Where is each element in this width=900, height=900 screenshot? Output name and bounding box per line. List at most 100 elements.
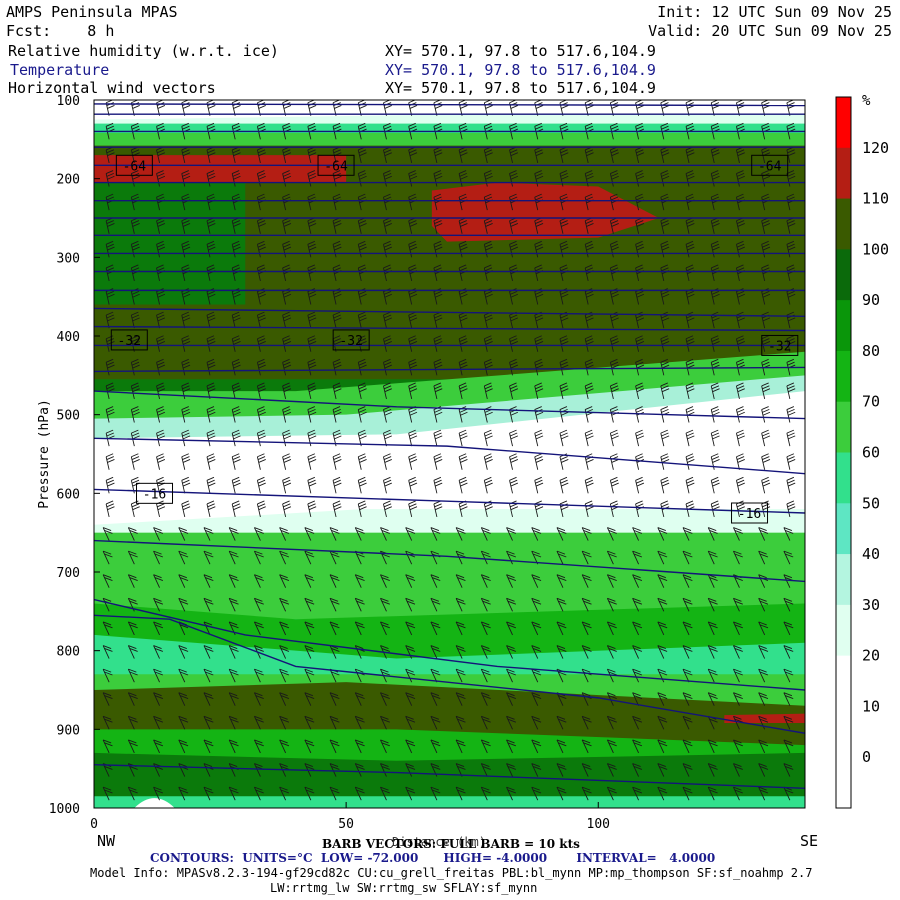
wind-barb [685, 382, 695, 400]
wind-barb [531, 574, 542, 588]
wind-barb [783, 550, 794, 565]
wind-barb [682, 574, 693, 588]
wind-barb [581, 550, 592, 565]
wind-barb [584, 122, 594, 140]
wind-barb [786, 500, 796, 518]
wind-barb [181, 382, 191, 400]
wind-barb [609, 382, 619, 400]
wind-barb [534, 170, 544, 187]
wind-barb [707, 597, 718, 612]
se-label: SE [800, 832, 819, 850]
wind-barb [105, 240, 115, 258]
rh-region [94, 752, 805, 801]
wind-barb [506, 645, 517, 659]
wind-barb [383, 382, 392, 400]
wind-barb [556, 527, 567, 541]
wind-barb [307, 429, 317, 447]
wind-barb [304, 668, 315, 683]
wind-barb [256, 311, 266, 329]
wind-barb [506, 715, 517, 730]
wind-barb [357, 406, 367, 423]
contour-label-box [136, 482, 174, 504]
wind-barb [657, 550, 668, 565]
wind-barb [304, 574, 315, 588]
wind-barb [433, 170, 443, 187]
wind-barb [710, 240, 720, 258]
wind-barb [685, 429, 695, 447]
y-tick-label: 200 [57, 173, 80, 188]
wind-barb [156, 406, 166, 423]
wind-barb [606, 621, 617, 636]
wind-barb [357, 170, 367, 187]
wind-barb [153, 597, 164, 612]
wind-barb [332, 406, 342, 423]
wind-barb [657, 715, 668, 730]
wind-barb [105, 406, 115, 423]
wind-barb [433, 429, 443, 447]
wind-barb [480, 763, 491, 777]
contour-label: -32 [339, 334, 362, 349]
wind-barb [203, 692, 214, 706]
wind-barb [632, 527, 643, 541]
wind-barb [761, 429, 771, 447]
wind-barb [509, 170, 519, 187]
wind-barb [256, 429, 266, 447]
wind-barb [534, 429, 544, 447]
wind-barb [153, 692, 164, 706]
wind-barb [228, 597, 239, 612]
wind-barb [408, 453, 418, 470]
colorbar-tick-label: 0 [862, 748, 871, 766]
colorbar-segment [836, 757, 851, 809]
rh-region [94, 682, 805, 746]
wind-barb [307, 358, 317, 376]
wind-barb [559, 429, 569, 447]
wind-barb [506, 692, 517, 706]
y-tick-label: 300 [57, 251, 80, 266]
wind-barb [256, 146, 266, 164]
wind-barb [203, 739, 214, 754]
wind-barb [256, 240, 266, 258]
wind-barb [480, 692, 491, 706]
wind-barb [354, 692, 365, 706]
wind-barb [329, 621, 340, 636]
rh-region [94, 603, 805, 659]
wind-barb [556, 597, 567, 612]
wind-barb [178, 692, 189, 706]
wind-barb [584, 382, 594, 400]
valid-time: Valid: 20 UTC Sun 09 Nov 25 [648, 22, 892, 40]
wind-barb [509, 382, 519, 400]
wind-barb [206, 476, 216, 494]
wind-barb [357, 453, 367, 470]
x-tick-label: 0 [90, 817, 98, 832]
colorbar-segment [836, 147, 851, 200]
wind-barb [685, 406, 695, 423]
model-info-line1: Model Info: MPASv8.2.3-194-gf29cd82c CU:… [90, 866, 813, 880]
wind-barb [153, 739, 164, 754]
wind-barb [758, 786, 769, 801]
wind-barb [581, 645, 592, 659]
wind-barb [181, 311, 191, 329]
wind-barb [357, 358, 367, 376]
wind-barb [253, 550, 264, 565]
wind-barb [531, 645, 542, 659]
wind-barb [282, 311, 292, 329]
wind-barb [660, 335, 670, 352]
wind-barb [153, 645, 164, 659]
init-time: Init: 12 UTC Sun 09 Nov 25 [657, 3, 892, 21]
wind-barb [178, 574, 189, 588]
wind-barb [783, 763, 794, 777]
wind-barb [483, 311, 493, 329]
temperature-contour [94, 103, 805, 107]
wind-barb [531, 763, 542, 777]
wind-barb [483, 476, 493, 494]
wind-barb [559, 122, 569, 140]
colorbar-tick-label: 100 [862, 240, 889, 258]
wind-barb [380, 597, 390, 612]
wind-barb [606, 527, 617, 541]
wind-barb [408, 358, 418, 376]
wind-barb [282, 500, 292, 518]
wind-barb [228, 550, 239, 565]
wind-barb [556, 645, 567, 659]
wind-barb [458, 146, 468, 164]
wind-barb [181, 170, 191, 187]
